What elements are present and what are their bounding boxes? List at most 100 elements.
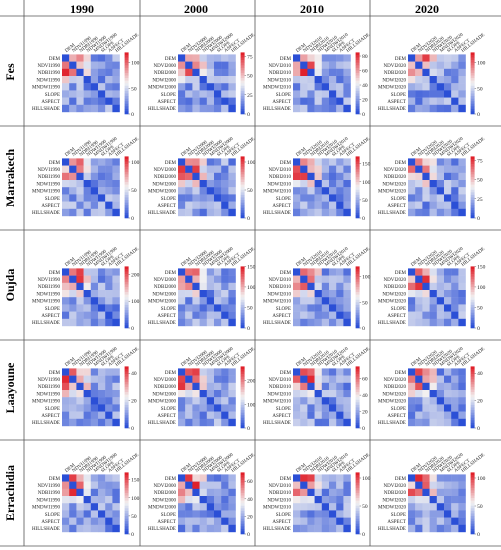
heatmap-cell: [408, 104, 416, 113]
heatmap-cell: [214, 104, 222, 113]
heatmap-cell: [408, 411, 416, 419]
heatmap-cell: [98, 54, 106, 62]
heatmap-cell: [429, 201, 437, 209]
heatmap-cell: [415, 404, 423, 412]
heatmap-cell: [192, 390, 200, 398]
heatmap-row-label: SLOPE: [161, 197, 176, 202]
heatmap-cell: [192, 275, 200, 283]
colorbar-segment: [124, 161, 129, 165]
heatmap-cell: [98, 474, 106, 482]
heatmap-cell: [90, 297, 99, 305]
heatmap-cell: [321, 397, 330, 405]
heatmap-cell: [69, 290, 77, 298]
heatmap-cell: [206, 54, 215, 62]
heatmap-cell: [307, 375, 315, 383]
heatmap-cell: [62, 382, 70, 391]
heatmap-cell: [105, 97, 113, 105]
heatmap-cell: [436, 382, 445, 391]
heatmap-cell: [422, 517, 430, 525]
colorbar-segment: [240, 521, 245, 525]
heatmap-cell: [329, 61, 337, 69]
heatmap-cell: [83, 488, 91, 497]
heatmap-cell: [83, 368, 91, 376]
heatmap-cell: [436, 187, 445, 195]
heatmap-cell: [329, 165, 337, 173]
heatmap-cell: [329, 180, 337, 188]
colorbar-tick-label: 25: [247, 93, 253, 99]
heatmap-cell: [422, 172, 430, 181]
colorbar-segment: [124, 394, 129, 398]
colorbar-segment: [124, 289, 129, 293]
heatmap-cell: [422, 104, 430, 113]
heatmap-cell: [221, 76, 229, 84]
colorbar-segment: [124, 171, 129, 175]
heatmap-cell: [83, 503, 91, 511]
heatmap-row-label: MNDWI2010: [263, 86, 292, 91]
heatmap-row-label: DEM: [165, 57, 177, 62]
heatmap-cell: [429, 390, 437, 398]
heatmap-cell: [336, 104, 344, 113]
heatmap-cell: [314, 524, 322, 533]
heatmap-cell: [221, 488, 229, 497]
heatmap-cell: [206, 510, 215, 518]
colorbar-segment: [355, 366, 360, 370]
colorbar-segment: [240, 518, 245, 522]
colorbar-segment: [124, 513, 129, 517]
heatmap-cell: [444, 180, 452, 188]
heatmap-cell: [300, 474, 308, 482]
colorbar-segment: [355, 404, 360, 408]
heatmap-cell: [199, 375, 207, 383]
heatmap-cell: [314, 404, 322, 412]
heatmap-cell: [329, 54, 337, 62]
heatmap-cell: [83, 201, 91, 209]
colorbar-segment: [470, 197, 475, 201]
heatmap-cell: [112, 488, 120, 497]
colorbar-segment: [124, 212, 129, 216]
heatmap-row-label: SLOPE: [391, 407, 406, 412]
heatmap-cell: [228, 411, 236, 419]
colorbar-segment: [470, 307, 475, 311]
heatmap-cell: [112, 54, 120, 62]
heatmap-cell: [69, 54, 77, 62]
heatmap-row-label: NDWI2000: [152, 292, 176, 297]
heatmap-cell: [178, 318, 186, 327]
colorbar-segment: [470, 379, 475, 383]
heatmap-cell: [343, 165, 351, 173]
heatmap-cell: [408, 208, 416, 217]
heatmap-cell: [307, 382, 315, 391]
heatmap-cell: [98, 510, 106, 518]
heatmap-cell: [444, 172, 452, 181]
heatmap-cell: [90, 311, 99, 319]
heatmap-cell: [329, 268, 337, 276]
heatmap-cell: [458, 311, 466, 319]
heatmap-cell: [336, 474, 344, 482]
heatmap-cell: [314, 510, 322, 518]
heatmap-cell: [185, 97, 193, 105]
colorbar-segment: [240, 176, 245, 180]
heatmap-cell: [199, 83, 207, 91]
heatmap-cell: [83, 83, 91, 91]
colorbar-segment: [240, 284, 245, 288]
heatmap-cell: [314, 61, 322, 69]
heatmap-cell: [105, 90, 113, 98]
heatmap-cell: [444, 83, 452, 91]
heatmap-cell: [451, 68, 459, 77]
heatmap-cell: [192, 517, 200, 525]
heatmap-cell: [69, 382, 77, 391]
heatmap-cell: [422, 311, 430, 319]
heatmap-cell: [192, 488, 200, 497]
heatmap-cell: [343, 275, 351, 283]
heatmap-cell: [69, 368, 77, 376]
heatmap-cell: [178, 187, 186, 195]
heatmap-cell: [98, 208, 106, 217]
colorbar-tick-label: 100: [477, 285, 486, 291]
colorbar-segment: [355, 379, 360, 383]
heatmap-cell: [300, 54, 308, 62]
heatmap-cell: [429, 194, 437, 202]
heatmap-cell: [321, 90, 330, 98]
heatmap-cell: [228, 165, 236, 173]
heatmap-cell: [98, 201, 106, 209]
heatmap-cell: [458, 524, 466, 533]
colorbar-segment: [355, 284, 360, 288]
heatmap-cell: [321, 76, 330, 84]
